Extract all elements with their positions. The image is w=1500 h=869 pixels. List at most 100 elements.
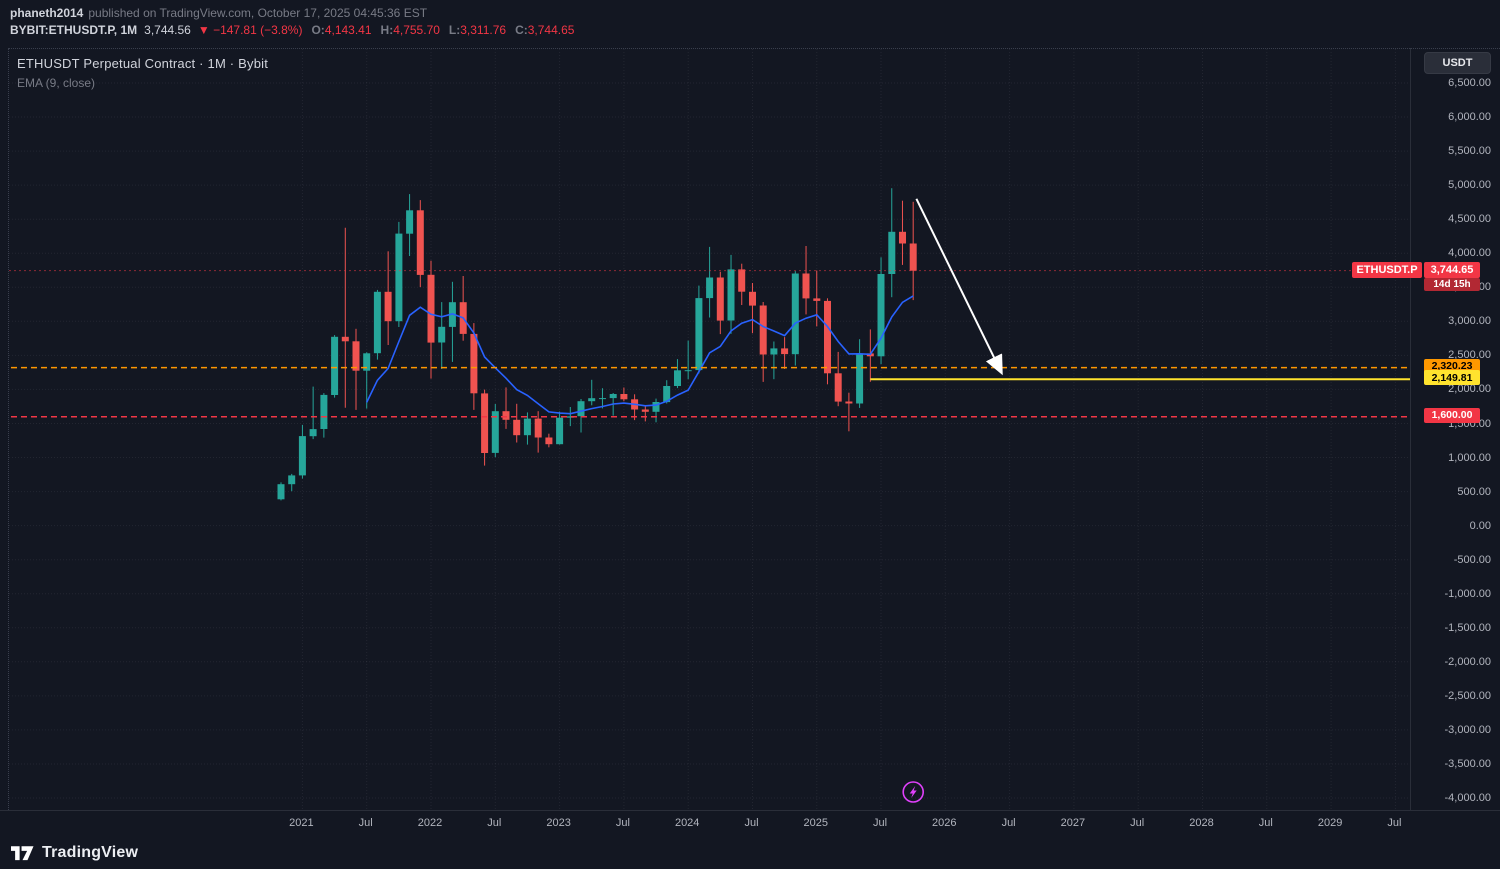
candle xyxy=(566,407,574,427)
candle xyxy=(727,254,735,334)
candle xyxy=(491,404,499,458)
publication-marker-icon[interactable] xyxy=(902,781,925,803)
price-axis-label: 5,000.00 xyxy=(1448,179,1491,192)
candle xyxy=(770,341,778,380)
candle xyxy=(438,302,446,369)
candle xyxy=(545,433,553,448)
price-axis-label: 2,000.00 xyxy=(1448,383,1491,396)
candle xyxy=(373,289,381,360)
candle xyxy=(577,399,585,433)
candle xyxy=(599,388,606,409)
ohlc-low: L:3,311.76 xyxy=(449,23,506,37)
price-axis-label: 3,000.00 xyxy=(1448,315,1491,328)
time-axis-label: Jul xyxy=(358,817,373,829)
time-axis-label: 2022 xyxy=(417,817,443,829)
time-axis-label: 2026 xyxy=(932,817,957,829)
price-axis-label: 4,000.00 xyxy=(1448,247,1491,260)
price-axis-label: 6,000.00 xyxy=(1448,111,1491,123)
price-axis-label: -2,000.00 xyxy=(1444,655,1491,668)
candle xyxy=(652,398,660,423)
candlestick-chart[interactable] xyxy=(9,49,1411,811)
candle xyxy=(845,392,853,432)
candle xyxy=(663,380,671,404)
low-value: 3,311.76 xyxy=(460,23,507,37)
chart-pane[interactable]: ETHUSDT Perpetual Contract · 1M · Bybit … xyxy=(8,48,1411,811)
time-axis-label: 2028 xyxy=(1189,817,1214,829)
candle xyxy=(384,251,392,345)
low-label: L: xyxy=(448,23,461,37)
ohlc-open: O:4,143.41 xyxy=(311,23,371,37)
tradingview-logo-text: TradingView xyxy=(42,843,139,861)
time-axis-label: 2021 xyxy=(289,817,314,829)
time-axis-label: Jul xyxy=(1130,817,1145,829)
candle xyxy=(759,302,767,382)
time-axis-label: 2029 xyxy=(1317,817,1343,829)
price-axis-label: 500.00 xyxy=(1457,485,1491,498)
symbol-title[interactable]: BYBIT:ETHUSDT.P, 1M xyxy=(10,23,138,37)
ohlc-close: C:3,744.65 xyxy=(515,23,574,37)
price-axis-label: 0.00 xyxy=(1469,519,1491,532)
price-axis-label: -2,500.00 xyxy=(1444,689,1491,702)
candle xyxy=(309,386,317,440)
candle xyxy=(706,246,714,318)
candle xyxy=(620,387,628,402)
chart-widget: ETHUSDT Perpetual Contract · 1M · Bybit … xyxy=(0,44,1500,869)
time-axis-label: Jul xyxy=(1001,817,1016,829)
candle xyxy=(716,271,724,335)
time-axis-label: Jul xyxy=(872,817,888,829)
candle xyxy=(470,323,478,410)
close-value: 3,744.65 xyxy=(527,23,575,37)
candle xyxy=(834,351,842,407)
candle xyxy=(866,329,874,382)
header-last-price: 3,744.56 xyxy=(144,23,191,37)
price-axis-label: 6,500.00 xyxy=(1448,77,1491,89)
close-label: C: xyxy=(515,23,528,37)
candle xyxy=(556,411,564,445)
time-axis-label: Jul xyxy=(615,817,630,829)
chart-title[interactable]: ETHUSDT Perpetual Contract · 1M · Bybit xyxy=(17,56,269,71)
username[interactable]: phaneth2014 xyxy=(10,6,84,20)
price-axis-label: -1,000.00 xyxy=(1444,587,1491,600)
price-axis-label: 2,500.00 xyxy=(1448,349,1491,362)
candle xyxy=(331,335,339,398)
candle xyxy=(448,281,456,362)
time-axis-label: Jul xyxy=(487,817,502,829)
indicator-legend[interactable]: EMA (9, close) xyxy=(17,76,96,90)
candle xyxy=(813,270,821,327)
price-axis-label: 4,500.00 xyxy=(1448,213,1491,226)
time-axis-label: Jul xyxy=(744,817,759,829)
time-axis[interactable]: 2021 Jul 2022 Jul 2023 Jul 2024 Jul 2025 Jul 2026 J… xyxy=(0,810,1500,836)
high-value: 4,755.70 xyxy=(393,23,440,37)
time-axis-label: Jul xyxy=(1387,817,1402,829)
candle xyxy=(534,411,542,453)
currency-button[interactable]: USDT xyxy=(1424,52,1491,74)
trend-arrow[interactable] xyxy=(915,198,1003,376)
header-change: ▼ −147.81 (−3.8%) xyxy=(197,23,303,37)
ohlc-high: H:4,755.70 xyxy=(381,23,440,37)
candle xyxy=(320,393,328,438)
candle xyxy=(802,246,810,315)
price-axis[interactable]: USDT 6,500.00 6,000.00 5,500.00 5,000.00 4,5… xyxy=(1410,48,1500,810)
bottom-bar: TradingView xyxy=(0,836,1500,869)
candle xyxy=(352,328,360,410)
price-axis-label: 1,500.00 xyxy=(1448,417,1491,430)
candle xyxy=(395,221,403,327)
price-axis-label: -500.00 xyxy=(1453,553,1491,566)
published-info: published on TradingView.com, October 17… xyxy=(88,6,428,20)
candle xyxy=(502,387,510,429)
open-value: 4,143.41 xyxy=(324,23,372,37)
tradingview-logo[interactable]: TradingView xyxy=(10,841,138,864)
candlestick-series xyxy=(277,188,917,501)
time-axis-label: Jul xyxy=(1258,817,1273,829)
candle xyxy=(298,425,306,479)
candle xyxy=(824,298,831,385)
candle xyxy=(427,260,435,379)
high-label: H: xyxy=(380,23,394,37)
price-axis-label: 3,500.00 xyxy=(1448,281,1491,294)
candle xyxy=(749,283,756,334)
price-axis-label: 5,500.00 xyxy=(1448,145,1491,158)
open-label: O: xyxy=(311,23,325,37)
symbol-info-row: BYBIT:ETHUSDT.P, 1M 3,744.56 ▼ −147.81 (−3… xyxy=(10,23,1490,38)
candle xyxy=(899,200,906,265)
grid xyxy=(9,49,1411,811)
